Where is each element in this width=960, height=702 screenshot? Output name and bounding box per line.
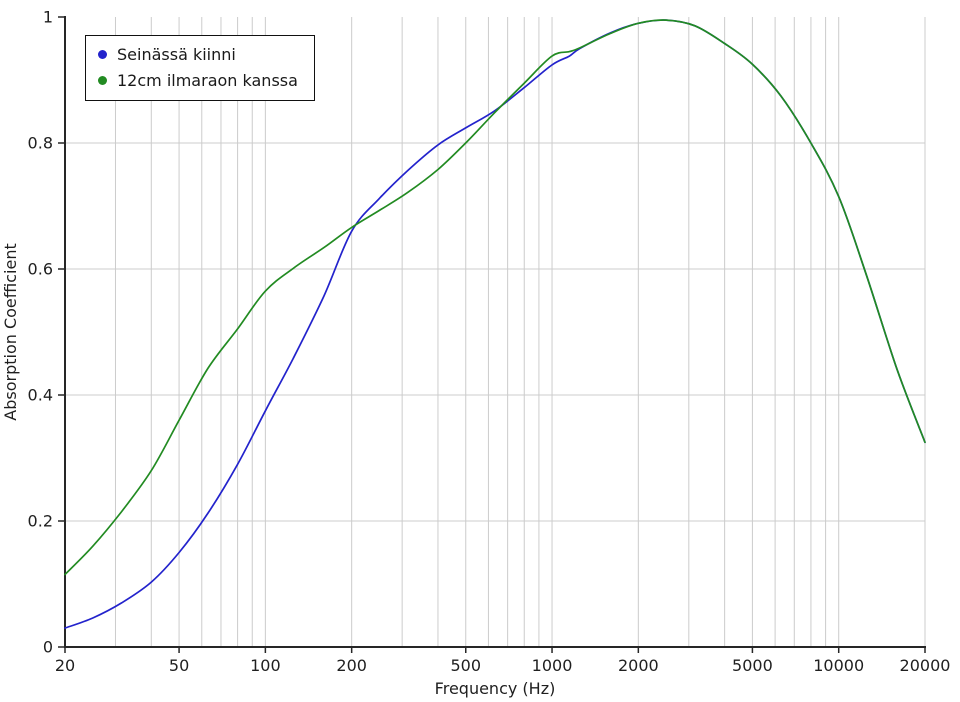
y-tick-label: 0: [43, 638, 53, 657]
y-tick-label: 0.6: [28, 260, 53, 279]
y-tick-label: 1: [43, 8, 53, 27]
y-tick-label: 0.8: [28, 134, 53, 153]
legend-item-air-gap: 12cm ilmaraon kanssa: [98, 67, 298, 93]
legend-item-wall-mounted: Seinässä kiinni: [98, 41, 298, 67]
x-tick-label: 50: [169, 656, 189, 675]
x-tick-label: 20: [55, 656, 75, 675]
legend: Seinässä kiinni 12cm ilmaraon kanssa: [85, 35, 315, 101]
legend-marker-green-icon: [98, 75, 107, 85]
gridlines: [65, 17, 926, 647]
x-tick-label: 5000: [732, 656, 773, 675]
x-tick-label: 100: [250, 656, 281, 675]
x-tick-label: 2000: [618, 656, 659, 675]
legend-label: 12cm ilmaraon kanssa: [117, 70, 298, 90]
x-tick-label: 10000: [813, 656, 864, 675]
x-axis-title: Frequency (Hz): [435, 679, 556, 698]
legend-marker-blue-icon: [98, 49, 107, 59]
y-tick-label: 0.2: [28, 512, 53, 531]
x-tick-label: 1000: [532, 656, 573, 675]
y-tick-label: 0.4: [28, 386, 53, 405]
x-tick-label: 500: [450, 656, 481, 675]
x-tick-label: 200: [336, 656, 367, 675]
y-axis-title: Absorption Coefficient: [1, 243, 20, 420]
legend-label: Seinässä kiinni: [117, 44, 236, 64]
series-line-1: [64, 19, 926, 576]
x-tick-label: 20000: [900, 656, 951, 675]
axes: 20 50 100 200 500 1000 2000 5000 10000 20000 0 0.2 0…: [28, 8, 951, 676]
